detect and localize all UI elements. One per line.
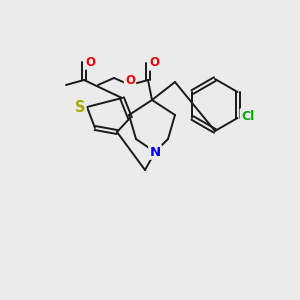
- Text: S: S: [75, 100, 85, 115]
- Text: O: O: [85, 56, 95, 68]
- Text: O: O: [149, 56, 159, 70]
- Text: N: N: [149, 146, 161, 158]
- Text: Cl: Cl: [241, 110, 254, 122]
- Text: O: O: [125, 74, 135, 88]
